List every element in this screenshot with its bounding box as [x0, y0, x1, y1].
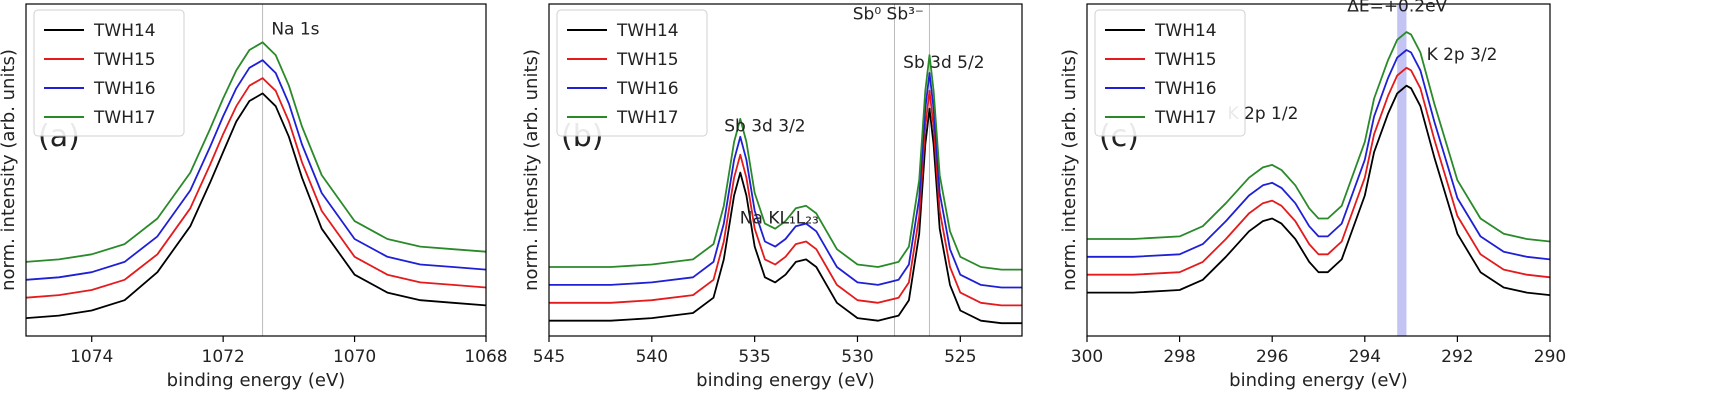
legend: TWH14 TWH15 TWH16 TWH17	[33, 9, 185, 137]
legend-label: TWH16	[93, 79, 156, 99]
legend-label: TWH14	[616, 21, 679, 41]
x-tick-label: 535	[738, 347, 770, 367]
x-tick-label: 545	[533, 347, 565, 367]
x-tick-label: 296	[1256, 347, 1288, 367]
x-tick-label: 1070	[333, 347, 376, 367]
series-line-twh17	[26, 41, 486, 263]
legend-label: TWH14	[1154, 21, 1217, 41]
x-tick-label: 540	[636, 347, 668, 367]
plot-area	[1087, 4, 1550, 336]
legend-label: TWH16	[1154, 79, 1217, 99]
legend: TWH14 TWH15 TWH16 TWH17	[1094, 9, 1246, 137]
plot-area	[549, 4, 1022, 336]
x-tick-label: 1068	[464, 347, 507, 367]
annotation: ΔE=+0.2eV	[1347, 0, 1447, 17]
series-line-twh14	[1087, 84, 1550, 296]
series-line-twh16	[549, 72, 1022, 289]
legend-box	[556, 9, 708, 137]
plot-area	[26, 4, 486, 336]
series-line-twh17	[1087, 31, 1550, 243]
x-axis-label: binding energy (eV)	[696, 370, 875, 391]
plot-frame	[548, 3, 1023, 337]
x-axis-label: binding energy (eV)	[167, 370, 346, 391]
x-tick-label: 298	[1163, 347, 1195, 367]
x-tick-label: 1072	[202, 347, 245, 367]
series-line-twh14	[26, 92, 486, 319]
y-axis-label: norm. intensity (arb. units)	[0, 49, 19, 291]
x-tick-label: 530	[841, 347, 873, 367]
legend-label: TWH17	[93, 108, 156, 128]
panel-a: 1074 1072 1070 1068 binding energy (eV) norm.…	[0, 3, 508, 391]
legend-label: TWH15	[93, 50, 156, 70]
x-tick-label: 290	[1534, 347, 1566, 367]
x-tick-label: 294	[1349, 347, 1381, 367]
y-axis-label: norm. intensity (arb. units)	[1059, 49, 1080, 291]
x-tick-label: 292	[1441, 347, 1473, 367]
series-line-twh17	[549, 54, 1022, 271]
legend-label: TWH17	[1154, 108, 1217, 128]
legend-label: TWH16	[616, 79, 679, 99]
legend-label: TWH15	[1154, 50, 1217, 70]
series-line-twh15	[549, 89, 1022, 307]
series-line-twh16	[26, 59, 486, 281]
annotation: Sb⁰ Sb³⁻	[853, 4, 924, 24]
legend: TWH14 TWH15 TWH16 TWH17	[556, 9, 708, 137]
annotation: Na KL₁L₂₃	[740, 209, 819, 229]
annotation: Sb 3d 5/2	[903, 53, 984, 73]
annotation: Sb 3d 3/2	[724, 117, 805, 137]
legend-label: TWH14	[93, 21, 156, 41]
x-tick-label: 1074	[70, 347, 113, 367]
panel-c: 300 298 296 294 292 290 binding energy (eV) nor…	[1059, 0, 1566, 391]
series-line-twh14	[549, 107, 1022, 325]
annotation: K 2p 3/2	[1427, 45, 1498, 65]
x-tick-label: 300	[1071, 347, 1103, 367]
legend-box	[1094, 9, 1246, 137]
y-axis-label: norm. intensity (arb. units)	[521, 49, 542, 291]
plot-frame	[25, 3, 487, 337]
legend-label: TWH17	[616, 108, 679, 128]
series-line-twh15	[1087, 66, 1550, 279]
series-line-twh16	[1087, 49, 1550, 261]
panel-b: 545 540 535 530 525 binding energy (eV) norm. …	[521, 3, 1023, 391]
legend-box	[33, 9, 185, 137]
legend-label: TWH15	[616, 50, 679, 70]
x-axis-label: binding energy (eV)	[1229, 370, 1408, 391]
x-tick-label: 525	[944, 347, 976, 367]
shaded-band	[1397, 4, 1407, 336]
series-line-twh15	[26, 77, 486, 299]
annotation: Na 1s	[271, 20, 319, 40]
plot-frame	[1086, 3, 1551, 337]
